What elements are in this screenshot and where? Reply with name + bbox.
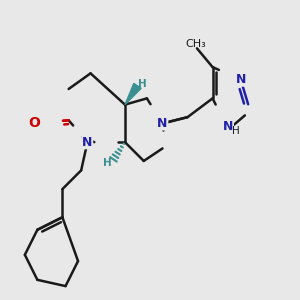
Text: H: H bbox=[138, 79, 147, 89]
Text: H: H bbox=[103, 158, 112, 167]
Text: H: H bbox=[232, 126, 240, 136]
Text: N: N bbox=[82, 136, 93, 149]
Text: N: N bbox=[223, 120, 233, 133]
Text: O: O bbox=[28, 116, 40, 130]
Text: N: N bbox=[157, 117, 168, 130]
Text: CH₃: CH₃ bbox=[185, 39, 206, 49]
Polygon shape bbox=[125, 83, 141, 105]
Text: N: N bbox=[236, 73, 246, 86]
